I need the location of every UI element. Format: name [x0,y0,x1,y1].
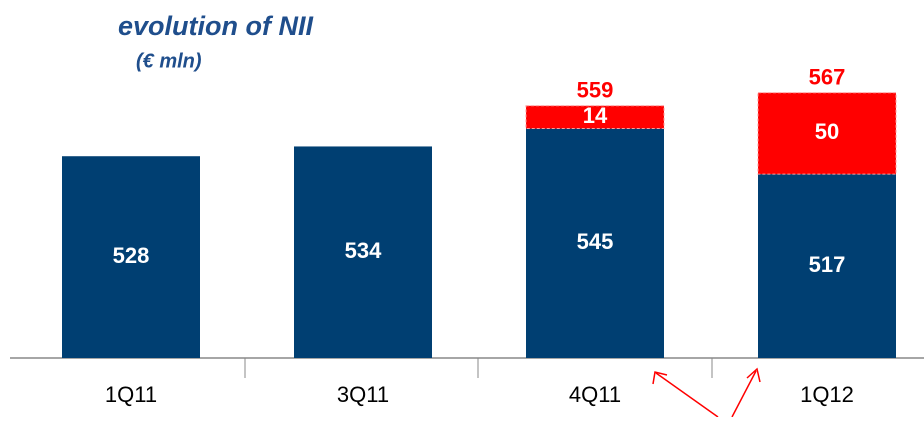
chart-subtitle: (€ mln) [136,50,202,72]
chart-title: evolution of NII [118,11,313,41]
bar [758,174,896,358]
total-label: 559 [577,78,614,103]
bar [526,128,664,358]
bar [757,92,897,175]
value-label: 545 [577,229,614,254]
bar [62,156,200,358]
value-label: 534 [345,238,382,263]
arrows [652,367,761,418]
x-tick-label: 3Q11 [337,382,389,407]
x-tick-label: 1Q12 [800,382,854,407]
value-label: 50 [815,119,839,144]
x-tick-label: 1Q11 [105,382,157,407]
x-tick-label: 4Q11 [569,382,621,407]
bar [525,105,665,130]
value-label: 517 [809,252,846,277]
total-label: 567 [809,65,846,90]
bar [294,146,432,358]
value-label: 14 [583,103,608,128]
value-label: 528 [113,243,150,268]
